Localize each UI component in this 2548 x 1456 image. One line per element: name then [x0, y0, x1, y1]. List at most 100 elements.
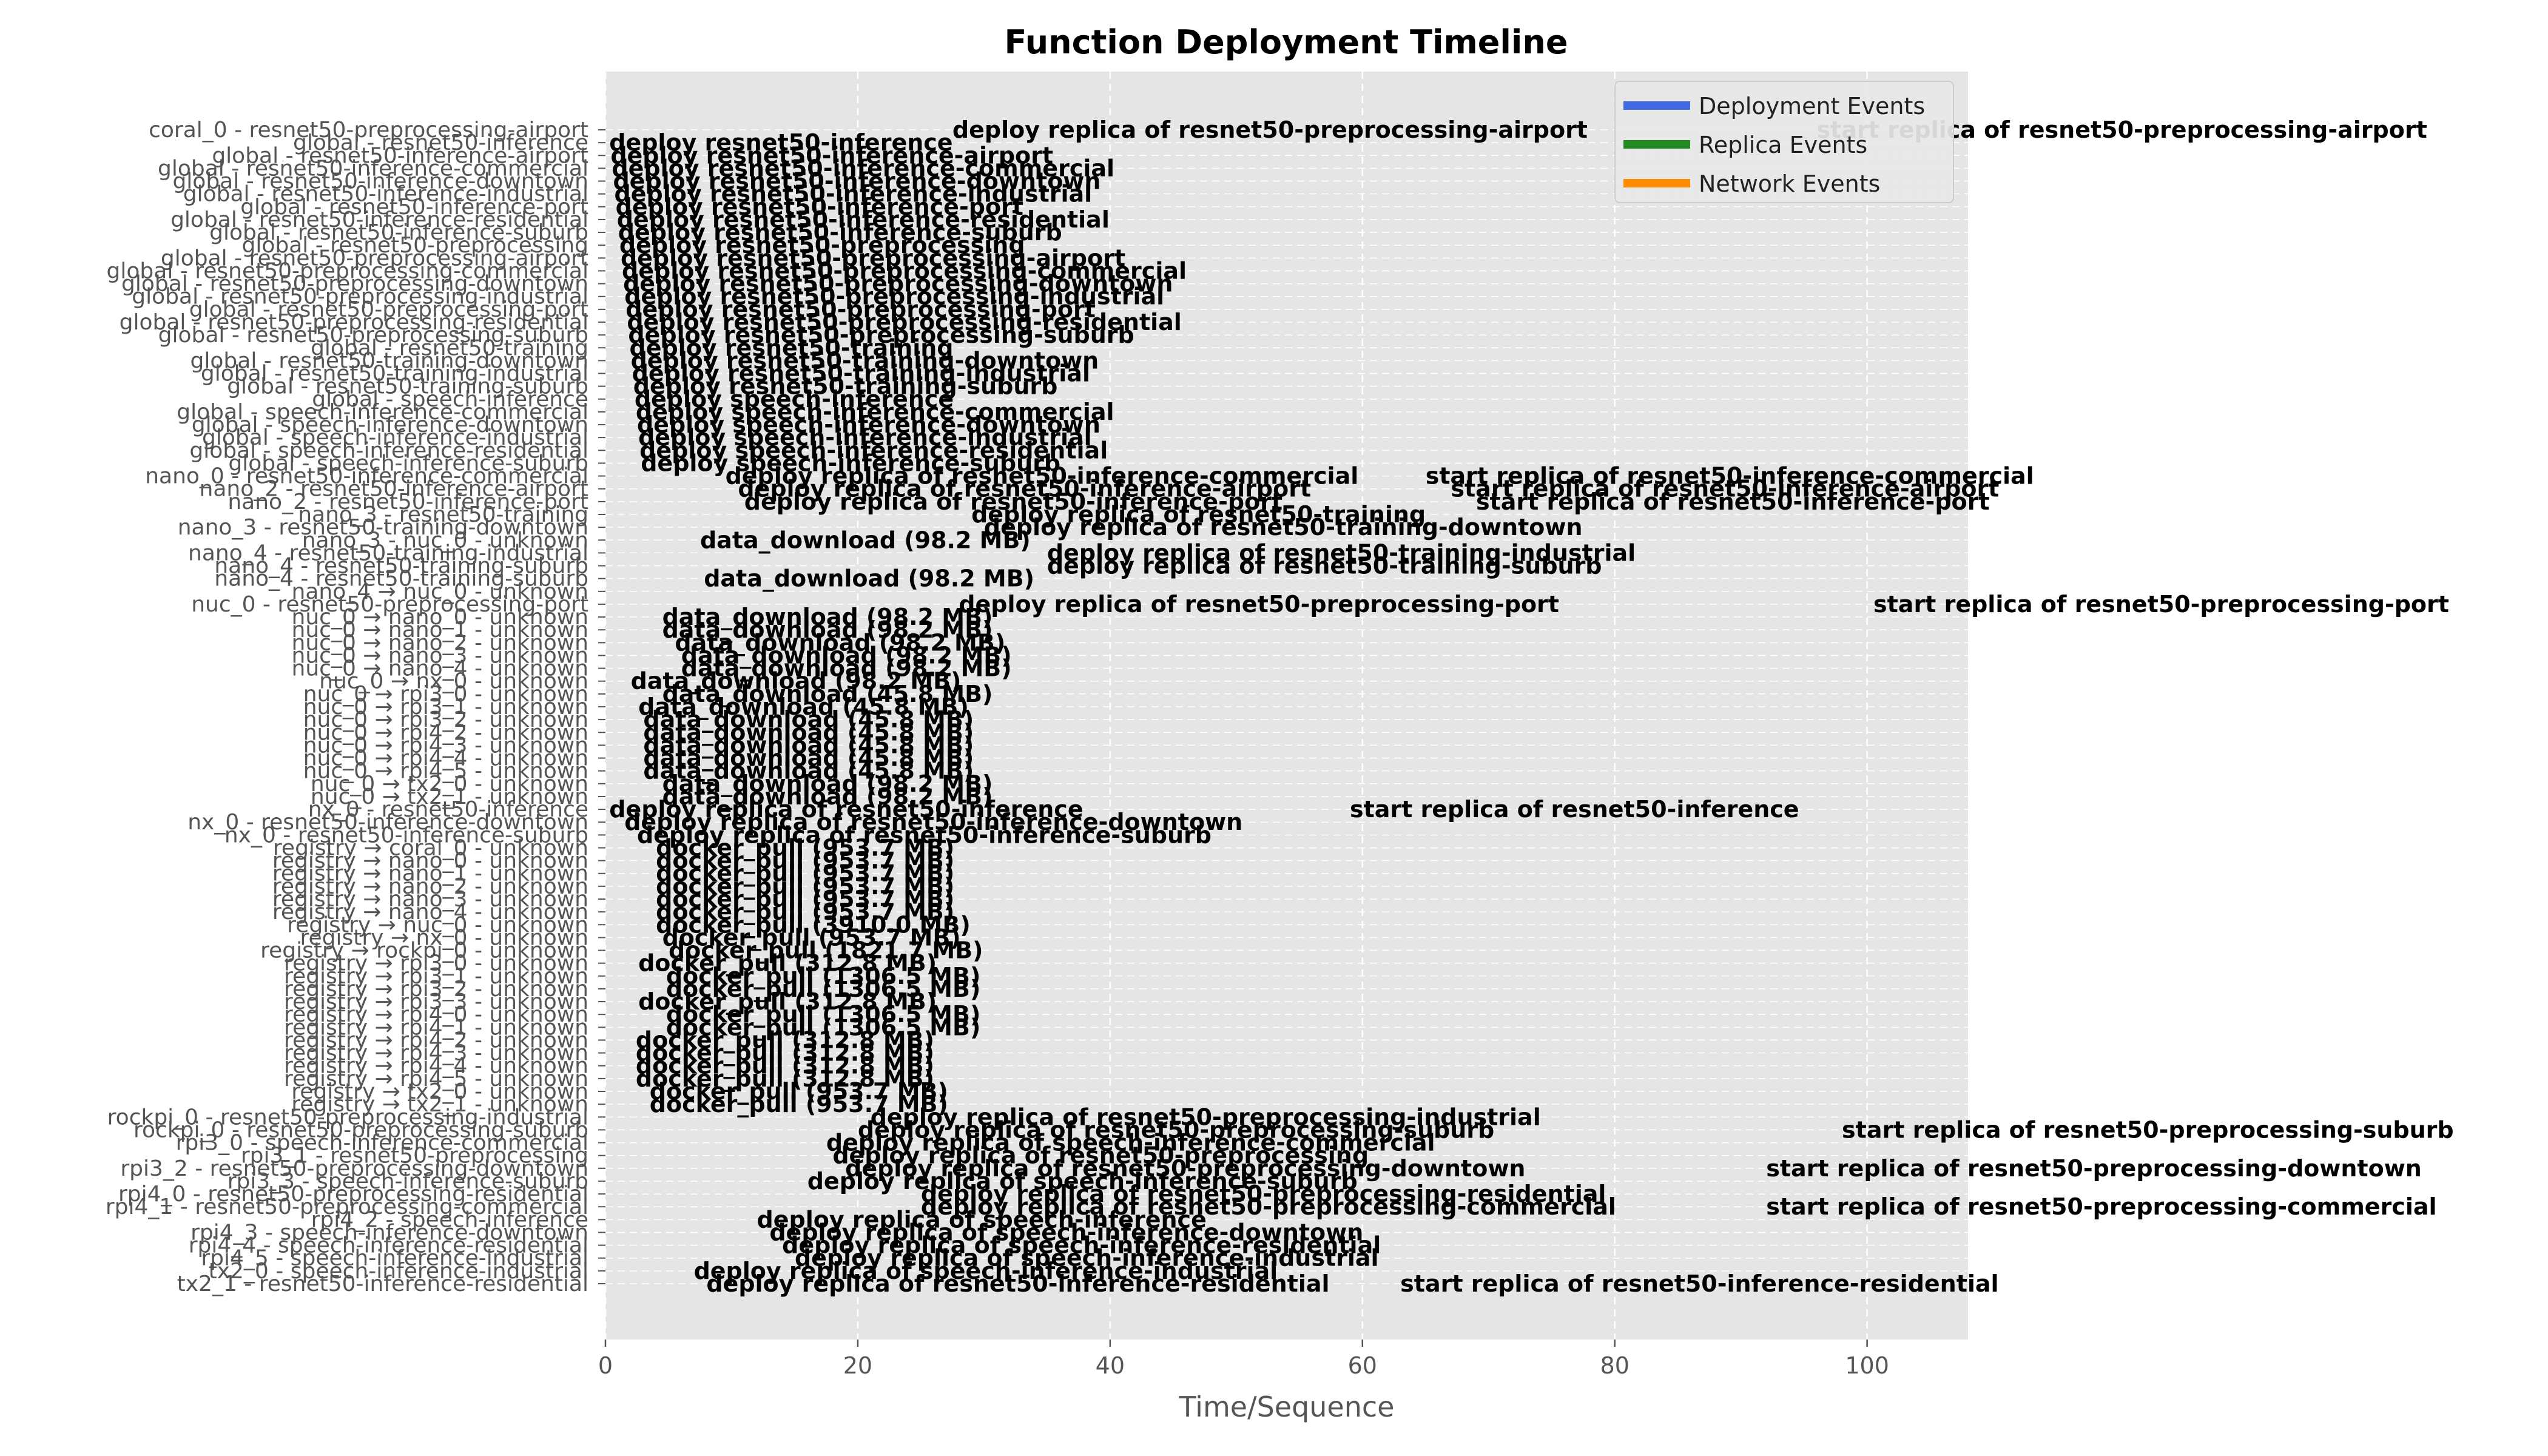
event-label: docker_pull (953.7 MB): [650, 1091, 948, 1117]
y-tick-label: global - speech-inference-commercial: [177, 400, 588, 425]
y-tick-label: global - resnet50-inference-port: [240, 195, 588, 220]
event-label: deploy resnet50-preprocessing-suburb: [628, 322, 1134, 348]
y-tick-label: registry → nano_2 - unknown: [272, 874, 588, 899]
event-label: deploy resnet50-training: [630, 334, 954, 361]
y-tick-label: registry → coral_0 - unknown: [273, 835, 588, 860]
plot-area: [605, 72, 1968, 1340]
y-tick-label: global - resnet50-preprocessing-commerci…: [107, 258, 588, 283]
y-tick-label: nano_2 - resnet50-inference-port: [228, 490, 588, 514]
y-tick-label: rpi4_0 - resnet50-preprocessing-resident…: [118, 1182, 588, 1207]
y-tick-label: global - speech-inference-suburb: [228, 451, 588, 476]
y-tick-label: rpi3_2 - resnet50-preprocessing-downtown: [120, 1156, 588, 1181]
y-tick-label: nuc_0 → nx_0 - unknown: [319, 669, 588, 694]
event-label: deploy resnet50-preprocessing-port: [625, 296, 1096, 323]
y-tick-label: global - speech-inference-downtown: [192, 413, 588, 437]
event-label: deploy replica of speech-inference-downt…: [769, 1219, 1363, 1245]
event-label: deploy replica of speech-inference-indus…: [795, 1245, 1379, 1272]
event-label: data_download (45.8 MB): [662, 681, 993, 707]
event-label: deploy resnet50-inference-port: [616, 194, 1023, 220]
event-label: deploy resnet50-inference-airport: [610, 142, 1053, 169]
chart-title: Function Deployment Timeline: [1005, 23, 1568, 61]
y-tick-label: rockpi_0 - resnet50-preprocessing-indust…: [107, 1105, 588, 1130]
y-tick-label: global - resnet50-preprocessing: [242, 233, 588, 258]
event-label: data_download (45.8 MB): [643, 719, 974, 746]
y-tick-label: nano_4 - resnet50-training-suburb: [214, 567, 588, 592]
event-label: docker_pull (1306.5 MB): [666, 976, 981, 1002]
y-tick-label: nano_4 - resnet50-training-industrial: [188, 541, 588, 565]
y-tick-label: rpi4_4 - speech-inference-residential: [189, 1233, 588, 1258]
x-axis-ticks: 0 20 40 60 80 100: [598, 1340, 1889, 1379]
event-label: docker_pull (312.8 MB): [636, 1026, 934, 1053]
event-label: data_download (45.8 MB): [643, 758, 974, 784]
y-tick-label: registry → nx_0 - unknown: [300, 925, 588, 950]
event-label: deploy resnet50-preprocessing-residentia…: [627, 309, 1181, 335]
y-tick-label: global - resnet50-inference-commercial: [158, 156, 588, 181]
event-label: deploy replica of resnet50-training-indu…: [1047, 539, 1636, 566]
y-tick-label: nuc_0 → nano_2 - unknown: [292, 630, 588, 655]
event-label: deploy replica of resnet50-inference: [609, 796, 1083, 823]
y-tick-label: global - resnet50-training: [311, 335, 588, 360]
row-lines: [605, 129, 1968, 1284]
event-label: deploy speech-inference-industrial: [638, 424, 1092, 451]
grid-lines: [604, 72, 1868, 1340]
event-label: data_download (98.2 MB): [700, 527, 1031, 553]
event-label: deploy resnet50-inference-residential: [617, 206, 1110, 233]
legend-label: Network Events: [1699, 170, 1880, 197]
y-tick-label: nuc_0 → tx2_0 - unknown: [311, 772, 588, 797]
event-label: data_download (98.2 MB): [662, 604, 993, 630]
event-label: deploy resnet50-training-industrial: [632, 360, 1090, 387]
x-tick-label: 60: [1348, 1352, 1377, 1379]
event-label: deploy replica of resnet50-preprocessing…: [845, 1155, 1525, 1182]
y-tick-label: global - resnet50-preprocessing-port: [189, 297, 588, 322]
y-tick-label: global - resnet50-preprocessing-resident…: [120, 310, 588, 335]
y-tick-label: registry → nuc_0 - unknown: [287, 912, 588, 937]
y-tick-label: registry → nano_3 - unknown: [272, 887, 588, 912]
y-tick-label: global - resnet50-training-suburb: [227, 374, 588, 399]
y-tick-label: nuc_0 → rpi4_3 - unknown: [303, 733, 588, 758]
event-label: deploy speech-inference-commercial: [636, 399, 1114, 425]
event-label: deploy resnet50-inference: [609, 129, 952, 156]
y-tick-label: global - resnet50-preprocessing-suburb: [158, 323, 588, 348]
y-tick-label: tx2_0 - speech-inference-industrial: [209, 1259, 588, 1284]
y-tick-label: registry → rpi3_1 - unknown: [284, 964, 588, 989]
x-tick-label: 100: [1845, 1352, 1889, 1379]
event-label: deploy resnet50-preprocessing-downtown: [623, 271, 1173, 297]
event-label: deploy replica of resnet50-preprocessing…: [921, 1193, 1616, 1220]
y-tick-label: global - resnet50-inference: [293, 130, 588, 155]
y-tick-label: tx2_1 - resnet50-inference-residential: [177, 1272, 588, 1296]
y-tick-label: rpi3_0 - speech-inference-commercial: [176, 1131, 588, 1156]
y-tick-label: nano_4 - resnet50-training-suburb: [214, 554, 588, 579]
y-tick-label: global - resnet50-preprocessing-industri…: [132, 285, 588, 309]
y-tick-label: registry → rpi4_2 - unknown: [284, 1028, 588, 1053]
event-label: deploy resnet50-preprocessing-industrial: [624, 283, 1164, 310]
event-label: deploy speech-inference-residential: [639, 437, 1108, 463]
y-tick-label: nuc_0 → nano_1 - unknown: [292, 618, 588, 642]
y-tick-label: nano_4 → nuc_0 - unknown: [292, 579, 588, 604]
y-tick-label: nx_0 - resnet50-inference: [308, 797, 588, 822]
y-tick-label: registry → nano_0 - unknown: [272, 849, 588, 874]
y-tick-label: nano_0 - resnet50-inference-commercial: [145, 464, 588, 489]
y-tick-label: registry → tx2_0 - unknown: [291, 1079, 588, 1104]
event-label: deploy replica of resnet50-inference-air…: [738, 476, 1311, 502]
event-label: docker_pull (953.7 MB): [656, 873, 954, 900]
event-label: deploy resnet50-inference-commercial: [612, 155, 1114, 181]
event-label: docker_pull (953.7 MB): [656, 848, 954, 874]
event-label: deploy replica of speech-inference-comme…: [826, 1130, 1435, 1156]
event-label: data_download (45.8 MB): [638, 693, 969, 720]
event-label: deploy speech-inference: [635, 386, 954, 413]
event-label: data_download (98.2 MB): [704, 565, 1034, 592]
y-tick-label: registry → rpi4_3 - unknown: [284, 1041, 588, 1066]
event-label: docker_pull (1306.5 MB): [666, 963, 981, 989]
event-label: deploy replica of resnet50-preprocessing…: [921, 1181, 1606, 1207]
y-tick-label: nuc_0 → nano_3 - unknown: [292, 643, 588, 668]
event-label: docker_pull (1821.7 MB): [669, 937, 983, 964]
y-tick-label: rockpi_0 - resnet50-preprocessing-suburb: [133, 1117, 588, 1142]
legend-box: [1614, 81, 1954, 203]
y-tick-label: nuc_0 → tx2_1 - unknown: [311, 784, 588, 809]
y-tick-label: nuc_0 → rpi4_2 - unknown: [303, 720, 588, 745]
y-tick-label: registry → nano_4 - unknown: [272, 900, 588, 925]
event-label: start replica of resnet50-preprocessing-…: [1873, 591, 2449, 618]
event-label: data_download (98.2 MB): [681, 642, 1012, 669]
x-tick-label: 80: [1600, 1352, 1630, 1379]
y-tick-label: nuc_0 → rpi4_5 - unknown: [303, 759, 588, 784]
